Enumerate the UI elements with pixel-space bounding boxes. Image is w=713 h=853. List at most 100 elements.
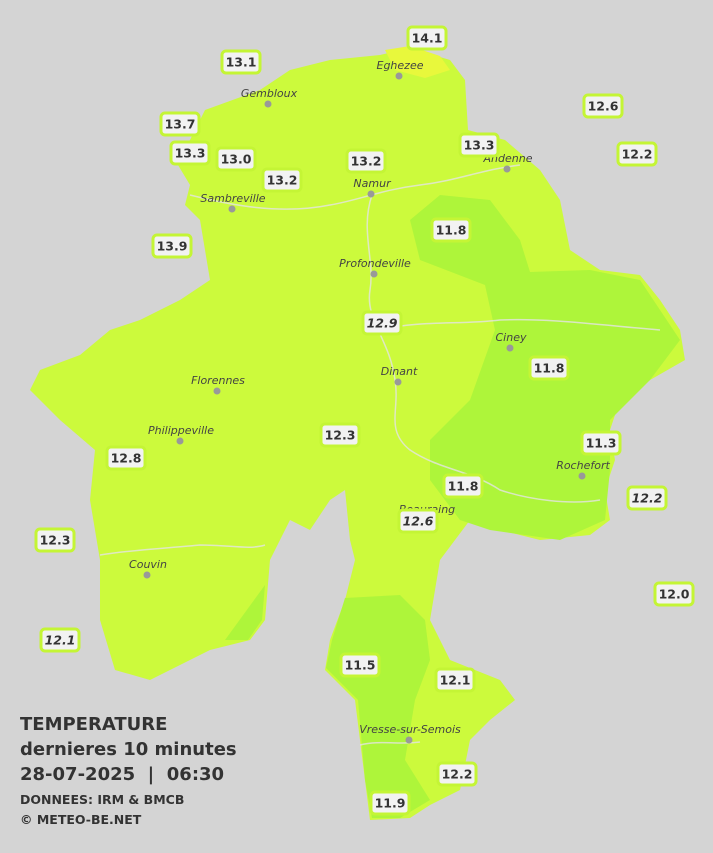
town-name: Sambreville bbox=[200, 192, 265, 205]
station-value: 12.9 bbox=[367, 316, 398, 331]
station: 12.0 bbox=[653, 581, 695, 607]
station-box bbox=[39, 627, 81, 653]
station: 11.8 bbox=[528, 355, 570, 381]
station: 13.1 bbox=[220, 49, 262, 75]
town-name: Profondeville bbox=[339, 257, 411, 270]
town-dot bbox=[367, 190, 375, 198]
station: 11.8 bbox=[442, 473, 484, 499]
station-value: 13.2 bbox=[267, 173, 298, 188]
station-box bbox=[626, 485, 668, 511]
station: 12.2 bbox=[616, 141, 658, 167]
station-value: 12.1 bbox=[440, 673, 471, 688]
town-name: Eghezee bbox=[377, 59, 424, 72]
station-box bbox=[34, 527, 76, 553]
town-name: Ciney bbox=[496, 331, 527, 344]
town-dot bbox=[506, 344, 514, 352]
station-value: 13.1 bbox=[226, 55, 257, 70]
station-box bbox=[220, 49, 262, 75]
station-value: 12.1 bbox=[45, 633, 76, 648]
station: 13.9 bbox=[151, 233, 193, 259]
town-name: Vresse-sur-Semois bbox=[359, 723, 461, 736]
station: 12.6 bbox=[397, 508, 439, 534]
station-box bbox=[339, 652, 381, 678]
stations: 14.1 13.1 12.6 13.7 13.3 13.0 13.2 13.3 12.2 13.2… bbox=[34, 25, 695, 816]
station: 11.5 bbox=[339, 652, 381, 678]
town-name: Gembloux bbox=[241, 87, 298, 100]
station: 14.1 bbox=[406, 25, 448, 51]
station: 11.8 bbox=[430, 217, 472, 243]
station-value: 13.9 bbox=[157, 239, 188, 254]
town-dot bbox=[370, 270, 378, 278]
towns: EghezeeGemblouxAndenneNamurSambrevillePr… bbox=[129, 59, 610, 744]
station: 13.7 bbox=[159, 111, 201, 137]
town-name: Rochefort bbox=[556, 459, 610, 472]
station-value: 11.8 bbox=[448, 479, 479, 494]
legend-subtitle: dernieres 10 minutes bbox=[20, 739, 237, 760]
station-box bbox=[397, 508, 439, 534]
station: 12.2 bbox=[626, 485, 668, 511]
town-dot bbox=[264, 100, 272, 108]
station-value: 11.8 bbox=[534, 361, 565, 376]
station-box bbox=[436, 761, 478, 787]
station-box bbox=[406, 25, 448, 51]
station-value: 13.3 bbox=[175, 146, 206, 161]
station-value: 12.3 bbox=[325, 428, 356, 443]
station-box bbox=[528, 355, 570, 381]
station-value: 12.2 bbox=[622, 147, 653, 162]
station-box bbox=[261, 167, 303, 193]
station-box bbox=[169, 140, 211, 166]
town-dot bbox=[578, 472, 586, 480]
town-name: Namur bbox=[353, 177, 392, 190]
station-value: 12.2 bbox=[632, 491, 663, 506]
station: 13.3 bbox=[458, 132, 500, 158]
station-value: 13.0 bbox=[221, 152, 252, 167]
station-value: 13.2 bbox=[351, 154, 382, 169]
station-value: 13.3 bbox=[464, 138, 495, 153]
station-box bbox=[369, 790, 411, 816]
station-box bbox=[159, 111, 201, 137]
station: 12.1 bbox=[39, 627, 81, 653]
cool-zone bbox=[225, 585, 265, 640]
town-name: Couvin bbox=[129, 558, 167, 571]
town-name: Philippeville bbox=[148, 424, 214, 437]
station: 13.3 bbox=[169, 140, 211, 166]
town-dot bbox=[394, 378, 402, 386]
station-box bbox=[151, 233, 193, 259]
legend: TEMPERATURE dernieres 10 minutes 28-07-2… bbox=[20, 714, 237, 827]
station: 12.8 bbox=[105, 445, 147, 471]
station-box bbox=[458, 132, 500, 158]
town-dot bbox=[503, 165, 511, 173]
station-box bbox=[434, 667, 476, 693]
station-box bbox=[345, 148, 387, 174]
station-value: 12.2 bbox=[442, 767, 473, 782]
legend-source: DONNEES: IRM & BMCB bbox=[20, 792, 184, 807]
station-value: 13.7 bbox=[165, 117, 196, 132]
station-value: 11.3 bbox=[586, 436, 617, 451]
town-dot bbox=[405, 736, 413, 744]
legend-datetime: 28-07-2025 | 06:30 bbox=[20, 764, 224, 785]
station-box bbox=[442, 473, 484, 499]
station-box bbox=[361, 310, 403, 336]
station-box bbox=[430, 217, 472, 243]
warm-zone bbox=[385, 46, 450, 78]
station: 12.2 bbox=[436, 761, 478, 787]
station: 13.2 bbox=[261, 167, 303, 193]
station-box bbox=[105, 445, 147, 471]
town-dot bbox=[176, 437, 184, 445]
town-name: Dinant bbox=[381, 365, 418, 378]
station-value: 12.8 bbox=[111, 451, 142, 466]
town-dot bbox=[213, 387, 221, 395]
station-value: 14.1 bbox=[412, 31, 443, 46]
station: 12.9 bbox=[361, 310, 403, 336]
station-box bbox=[616, 141, 658, 167]
station: 13.2 bbox=[345, 148, 387, 174]
rivers bbox=[99, 164, 661, 746]
station-box bbox=[582, 93, 624, 119]
cool-zone bbox=[326, 595, 430, 818]
station: 11.3 bbox=[580, 430, 622, 456]
town-dot bbox=[143, 571, 151, 579]
station-box bbox=[215, 146, 257, 172]
station-box bbox=[580, 430, 622, 456]
station: 13.0 bbox=[215, 146, 257, 172]
